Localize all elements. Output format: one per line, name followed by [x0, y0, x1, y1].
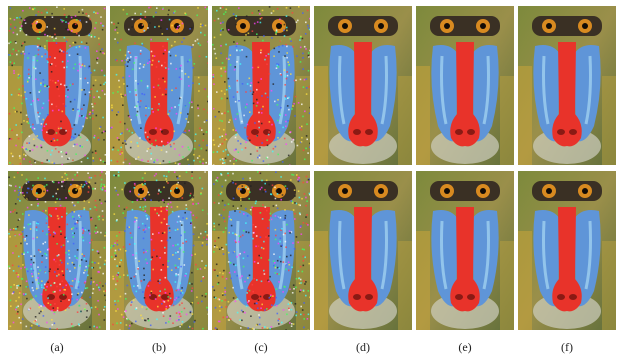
- image-grid: [6, 6, 616, 330]
- panel-f-row-2: [518, 171, 616, 330]
- panel-labels: (a) (b) (c) (d) (e) (f): [6, 337, 614, 357]
- label-a: (a): [50, 340, 64, 354]
- label-c: (c): [254, 340, 268, 354]
- panel-a-row-1: [8, 6, 106, 165]
- label-d: (d): [356, 340, 370, 354]
- panel-d-row-1: [314, 6, 412, 165]
- panel-b-row-1: [110, 6, 208, 165]
- panel-e-row-2: [416, 171, 514, 330]
- label-b: (b): [152, 340, 166, 354]
- label-e: (e): [458, 340, 472, 354]
- panel-b-row-2: [110, 171, 208, 330]
- panel-a-row-2: [8, 171, 106, 330]
- panel-e-row-1: [416, 6, 514, 165]
- panel-c-row-2: [212, 171, 310, 330]
- label-f: (f): [561, 340, 573, 354]
- panel-d-row-2: [314, 171, 412, 330]
- panel-f-row-1: [518, 6, 616, 165]
- panel-c-row-1: [212, 6, 310, 165]
